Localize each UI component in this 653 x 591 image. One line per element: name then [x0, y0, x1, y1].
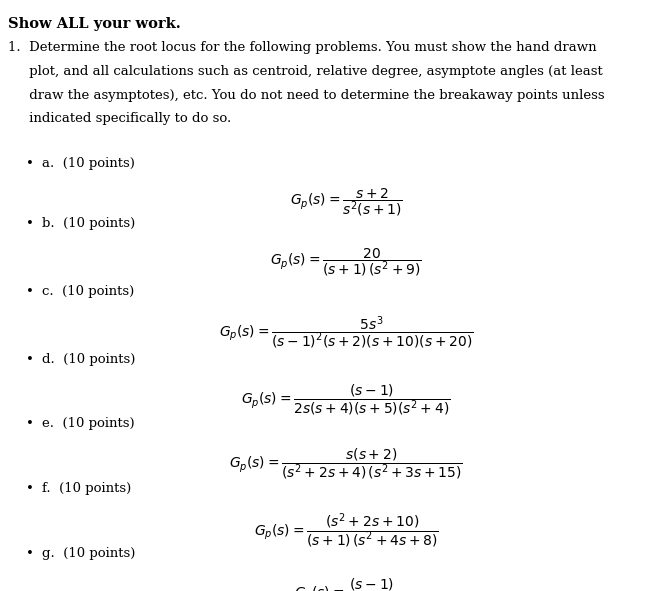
Text: a.  (10 points): a. (10 points): [42, 157, 135, 170]
Text: $G_p(s) = \dfrac{5s^3}{(s - 1)^2(s + 2)(s + 10)(s + 20)}$: $G_p(s) = \dfrac{5s^3}{(s - 1)^2(s + 2)(…: [219, 314, 473, 351]
Text: $G_p(s) = \dfrac{s + 2}{s^2(s + 1)}$: $G_p(s) = \dfrac{s + 2}{s^2(s + 1)}$: [290, 186, 402, 218]
Text: $G_p(s) = \dfrac{s(s + 2)}{(s^2 + 2s + 4)\,(s^2 + 3s + 15)}$: $G_p(s) = \dfrac{s(s + 2)}{(s^2 + 2s + 4…: [229, 446, 463, 481]
Text: f.  (10 points): f. (10 points): [42, 482, 132, 495]
Text: 1.  Determine the root locus for the following problems. You must show the hand : 1. Determine the root locus for the foll…: [8, 41, 596, 54]
Text: plot, and all calculations such as centroid, relative degree, asymptote angles (: plot, and all calculations such as centr…: [8, 65, 603, 78]
Text: d.  (10 points): d. (10 points): [42, 353, 136, 366]
Text: indicated specifically to do so.: indicated specifically to do so.: [8, 112, 231, 125]
Text: c.  (10 points): c. (10 points): [42, 285, 135, 298]
Text: •: •: [26, 417, 34, 430]
Text: •: •: [26, 547, 34, 560]
Text: b.  (10 points): b. (10 points): [42, 217, 136, 230]
Text: draw the asymptotes), etc. You do not need to determine the breakaway points unl: draw the asymptotes), etc. You do not ne…: [8, 89, 605, 102]
Text: $G_p(s) = \dfrac{20}{(s + 1)\,(s^2 + 9)}$: $G_p(s) = \dfrac{20}{(s + 1)\,(s^2 + 9)}…: [270, 246, 422, 278]
Text: g.  (10 points): g. (10 points): [42, 547, 136, 560]
Text: •: •: [26, 353, 34, 366]
Text: $G_p(s) = \dfrac{(s - 1)}{(s + 2)^4}$: $G_p(s) = \dfrac{(s - 1)}{(s + 2)^4}$: [294, 576, 398, 591]
Text: Show ALL your work.: Show ALL your work.: [8, 17, 181, 31]
Text: e.  (10 points): e. (10 points): [42, 417, 135, 430]
Text: $G_p(s) = \dfrac{(s^2 + 2s + 10)}{(s + 1)\,(s^2 + 4s + 8)}$: $G_p(s) = \dfrac{(s^2 + 2s + 10)}{(s + 1…: [253, 511, 439, 550]
Text: •: •: [26, 217, 34, 230]
Text: $G_p(s) = \dfrac{(s - 1)}{2s(s + 4)(s + 5)(s^2 + 4)}$: $G_p(s) = \dfrac{(s - 1)}{2s(s + 4)(s + …: [242, 382, 451, 417]
Text: •: •: [26, 482, 34, 495]
Text: •: •: [26, 157, 34, 170]
Text: •: •: [26, 285, 34, 298]
